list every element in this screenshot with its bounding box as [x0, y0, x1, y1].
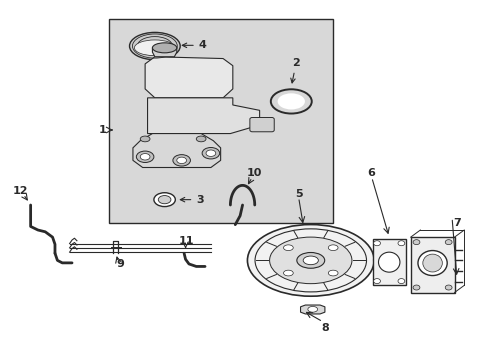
Ellipse shape — [134, 40, 175, 56]
Text: 12: 12 — [13, 186, 28, 196]
Ellipse shape — [374, 241, 380, 246]
FancyBboxPatch shape — [109, 19, 333, 223]
Ellipse shape — [308, 306, 318, 312]
FancyBboxPatch shape — [250, 117, 274, 132]
Ellipse shape — [140, 136, 150, 142]
Ellipse shape — [278, 93, 305, 109]
Ellipse shape — [413, 240, 420, 245]
Text: 8: 8 — [321, 323, 329, 333]
Ellipse shape — [129, 32, 180, 60]
Ellipse shape — [398, 279, 405, 284]
Ellipse shape — [284, 270, 293, 276]
Polygon shape — [152, 48, 177, 57]
Ellipse shape — [158, 195, 171, 204]
Text: 2: 2 — [291, 58, 300, 83]
Ellipse shape — [177, 157, 187, 163]
Ellipse shape — [173, 155, 191, 166]
Ellipse shape — [152, 43, 177, 53]
Polygon shape — [133, 134, 220, 167]
Text: 10: 10 — [247, 168, 263, 178]
FancyBboxPatch shape — [373, 239, 406, 285]
Ellipse shape — [398, 241, 405, 246]
Polygon shape — [147, 98, 260, 134]
Ellipse shape — [140, 154, 150, 160]
Text: 1: 1 — [98, 125, 106, 135]
Ellipse shape — [247, 225, 374, 296]
Ellipse shape — [297, 252, 325, 268]
Ellipse shape — [418, 251, 447, 275]
Ellipse shape — [154, 193, 175, 207]
Ellipse shape — [303, 256, 318, 265]
Ellipse shape — [374, 279, 380, 284]
Ellipse shape — [206, 150, 216, 157]
Ellipse shape — [270, 237, 352, 284]
Ellipse shape — [136, 151, 154, 162]
Ellipse shape — [196, 136, 206, 142]
Ellipse shape — [445, 240, 452, 245]
Text: 6: 6 — [368, 168, 376, 178]
Ellipse shape — [284, 245, 293, 251]
Text: 4: 4 — [182, 40, 207, 50]
Ellipse shape — [328, 245, 338, 251]
Ellipse shape — [413, 285, 420, 290]
Polygon shape — [145, 57, 233, 98]
Polygon shape — [300, 305, 325, 314]
Ellipse shape — [328, 270, 338, 276]
Text: 7: 7 — [453, 218, 461, 228]
Text: 5: 5 — [295, 189, 302, 199]
Text: 11: 11 — [179, 236, 194, 246]
Text: 9: 9 — [117, 259, 124, 269]
Ellipse shape — [445, 285, 452, 290]
Ellipse shape — [202, 148, 220, 159]
Ellipse shape — [423, 254, 442, 272]
FancyBboxPatch shape — [411, 237, 455, 293]
Ellipse shape — [378, 252, 400, 272]
Text: 3: 3 — [180, 195, 204, 204]
